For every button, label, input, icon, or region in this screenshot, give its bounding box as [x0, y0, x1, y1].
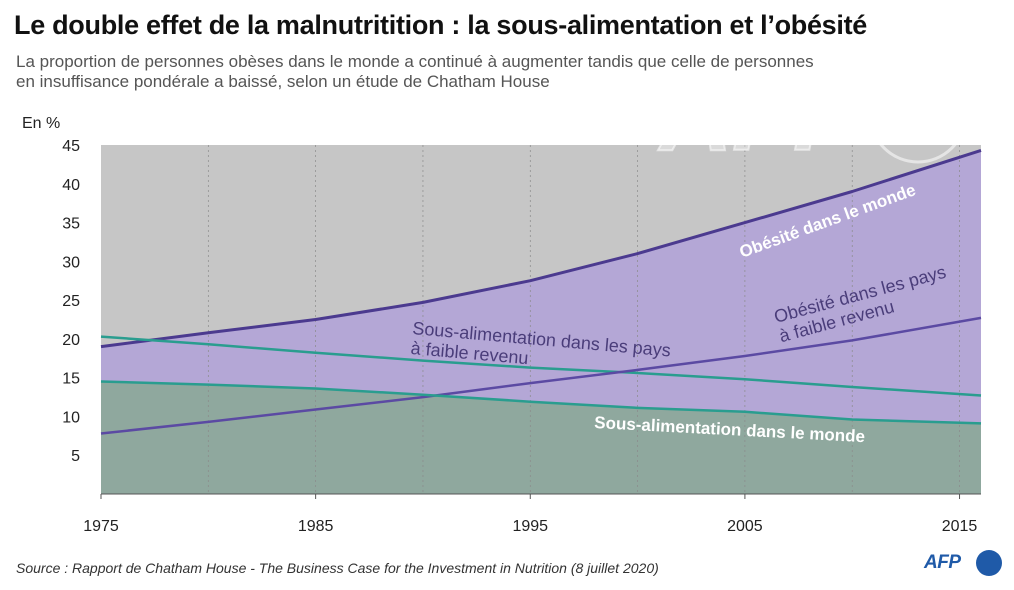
x-tick-label: 2015	[942, 518, 978, 535]
afp-logo: AFP	[924, 549, 1004, 579]
line-undernutrition-world	[100, 380, 982, 425]
chart-title: Le double effet de la malnutritition : l…	[14, 10, 868, 40]
source-note: Source : Rapport de Chatham House - The …	[16, 560, 659, 576]
line-undernutrition-low-income	[100, 335, 982, 397]
y-tick-label: 30	[62, 254, 80, 271]
y-tick-label: 25	[62, 293, 80, 310]
y-tick-label: 10	[62, 409, 80, 426]
y-axis-label: En %	[22, 115, 60, 132]
x-tick-label: 2005	[727, 518, 763, 535]
subtitle-line-1: La proportion de personnes obèses dans l…	[16, 52, 814, 71]
subtitle-line-2: en insuffisance pondérale a baissé, selo…	[16, 72, 550, 91]
y-tick-label: 35	[62, 216, 80, 233]
line-obesity-low-income	[100, 316, 982, 435]
line-obesity-world	[100, 148, 982, 349]
afp-logo-dot-icon	[976, 550, 1002, 576]
afp-watermark-circle	[868, 64, 968, 164]
x-tick-label: 1995	[512, 518, 548, 535]
x-tick-label: 1975	[83, 518, 119, 535]
y-tick-label: 15	[62, 371, 80, 388]
y-tick-label: 45	[62, 138, 80, 155]
y-tick-label: 40	[62, 177, 80, 194]
afp-watermark: AFP	[657, 60, 860, 172]
afp-logo-text: AFP	[924, 552, 961, 573]
chart-subtitle: La proportion de personnes obèses dans l…	[16, 52, 976, 92]
y-tick-label: 5	[71, 448, 80, 465]
y-tick-label: 20	[62, 332, 80, 349]
x-tick-label: 1985	[298, 518, 334, 535]
